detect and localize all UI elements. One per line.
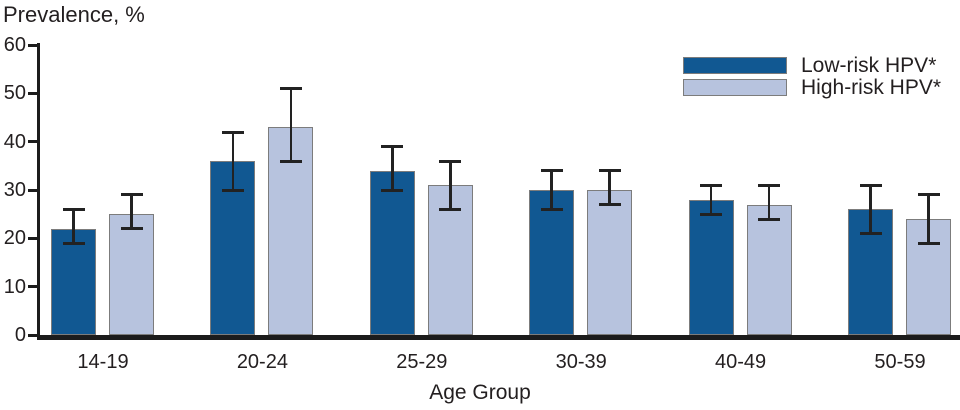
x-axis-title: Age Group	[429, 381, 531, 404]
error-bar-cap-top	[917, 193, 940, 197]
y-axis-tick	[28, 188, 37, 192]
y-axis-tick	[28, 333, 37, 337]
error-bar-cap-top	[859, 183, 882, 187]
error-bar-line	[130, 194, 133, 229]
error-bar-cap-top	[279, 87, 302, 90]
x-tick-label: 14-19	[77, 351, 129, 373]
error-bar-cap-bottom	[279, 159, 302, 163]
y-axis-tick	[28, 140, 37, 144]
error-bar-cap-bottom	[120, 227, 143, 231]
x-tick-label: 30-39	[555, 351, 607, 373]
error-bar-line	[72, 209, 75, 244]
y-tick-label: 30	[3, 179, 26, 201]
y-tick-label: 10	[3, 275, 26, 298]
error-bar-cap-bottom	[859, 232, 882, 235]
error-bar-cap-top	[439, 159, 462, 163]
chart-title: Prevalence, %	[3, 2, 145, 27]
error-bar-cap-bottom	[758, 217, 781, 221]
y-tick-label: 40	[3, 130, 26, 153]
error-bar-line	[927, 194, 930, 244]
y-axis-line	[37, 43, 40, 340]
legend-swatch	[683, 57, 787, 74]
error-bar-cap-top	[381, 145, 404, 148]
error-bar-cap-top	[700, 183, 723, 187]
error-bar-cap-bottom	[221, 188, 244, 192]
x-tick-label: 50-59	[874, 351, 926, 373]
error-bar-cap-bottom	[598, 203, 621, 206]
bar-high-risk-hpv	[109, 214, 154, 335]
error-bar-cap-top	[758, 183, 781, 187]
error-bar-cap-top	[540, 169, 563, 173]
x-tick-label: 20-24	[236, 351, 288, 373]
y-axis-tick	[28, 285, 37, 289]
bar-low-risk-hpv	[688, 199, 734, 335]
y-tick-label: 60	[3, 34, 26, 56]
error-bar-cap-bottom	[381, 188, 404, 192]
x-tick-label: 25-29	[396, 351, 448, 373]
error-bar-line	[709, 185, 713, 215]
legend: Low-risk HPV* High-risk HPV*	[683, 54, 942, 99]
bar-high-risk-hpv	[746, 204, 792, 335]
error-bar-line	[289, 88, 293, 161]
x-tick-label: 40-49	[715, 351, 767, 373]
error-bar-cap-top	[598, 169, 621, 173]
error-bar-cap-bottom	[62, 241, 85, 245]
y-tick-label: 50	[3, 82, 26, 105]
error-bar-cap-top	[221, 130, 244, 134]
error-bar-cap-bottom	[439, 207, 462, 211]
bar-low-risk-hpv	[51, 228, 96, 335]
bar-high-risk-hpv	[587, 190, 633, 335]
x-axis-line	[37, 335, 960, 340]
y-axis-tick	[28, 236, 37, 240]
error-bar-cap-bottom	[917, 241, 940, 245]
bar-low-risk-hpv	[529, 190, 575, 335]
error-bar-line	[767, 185, 771, 219]
y-tick-label: 0	[14, 324, 26, 346]
legend-item: High-risk HPV*	[683, 76, 942, 99]
y-tick-label: 20	[3, 227, 26, 250]
legend-label: High-risk HPV*	[801, 76, 942, 99]
bar-high-risk-hpv	[268, 127, 314, 335]
error-bar-cap-bottom	[540, 207, 563, 211]
legend-label: Low-risk HPV*	[801, 54, 937, 77]
error-bar-line	[550, 170, 553, 210]
error-bar-cap-bottom	[700, 212, 723, 216]
y-axis-tick	[28, 43, 37, 47]
error-bar-line	[231, 132, 235, 190]
legend-swatch	[683, 79, 787, 96]
error-bar-cap-top	[120, 193, 143, 197]
error-bar-line	[608, 170, 611, 205]
legend-item: Low-risk HPV*	[683, 54, 941, 77]
error-bar-line	[391, 146, 394, 190]
bar-low-risk-hpv	[369, 170, 415, 335]
error-bar-line	[449, 161, 452, 210]
error-bar-cap-top	[62, 207, 85, 211]
y-axis-tick	[28, 91, 37, 95]
error-bar-line	[869, 185, 872, 234]
